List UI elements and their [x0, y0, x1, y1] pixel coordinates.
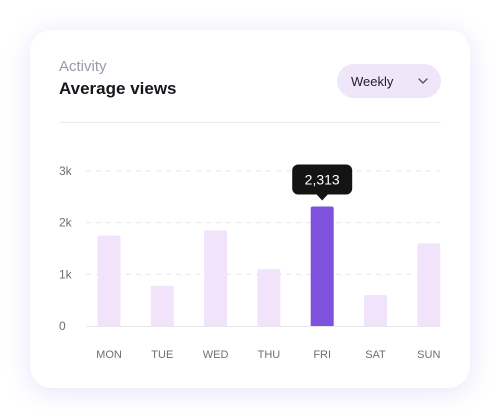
y-tick-label: 3k [59, 164, 73, 178]
card-title: Average views [59, 79, 177, 98]
activity-card: Activity Average views Weekly 0 1k 2k 3k MON… [30, 30, 470, 388]
tooltip-pointer [316, 193, 329, 201]
bar-fri [310, 206, 334, 326]
x-tick-label: WED [203, 349, 229, 361]
bar-thu [257, 269, 281, 326]
bar-tue [150, 285, 174, 326]
tooltip-value: 2,313 [305, 171, 340, 187]
x-tick-label: MON [96, 349, 122, 361]
card-eyebrow: Activity [59, 58, 107, 75]
header-divider [59, 122, 441, 123]
bar-mon [97, 235, 121, 326]
views-bar-chart: 0 1k 2k 3k MON TUE WED THU FRI 2,313 SAT SUN [59, 164, 441, 361]
y-tick-label: 2k [59, 216, 73, 230]
value-tooltip [292, 164, 353, 195]
chevron-down-icon [418, 78, 428, 84]
period-dropdown[interactable]: Weekly [337, 64, 441, 98]
x-tick-label: SAT [365, 349, 386, 361]
y-tick-label: 0 [59, 319, 66, 333]
period-dropdown-value: Weekly [351, 73, 394, 89]
bar-sat [364, 295, 387, 326]
y-tick-label: 1k [59, 267, 73, 281]
bar-wed [204, 230, 228, 326]
x-tick-label: THU [258, 349, 281, 361]
bar-sun [417, 243, 441, 326]
x-tick-label: FRI [313, 349, 331, 361]
x-tick-label: TUE [151, 349, 173, 361]
x-tick-label: SUN [417, 349, 440, 361]
